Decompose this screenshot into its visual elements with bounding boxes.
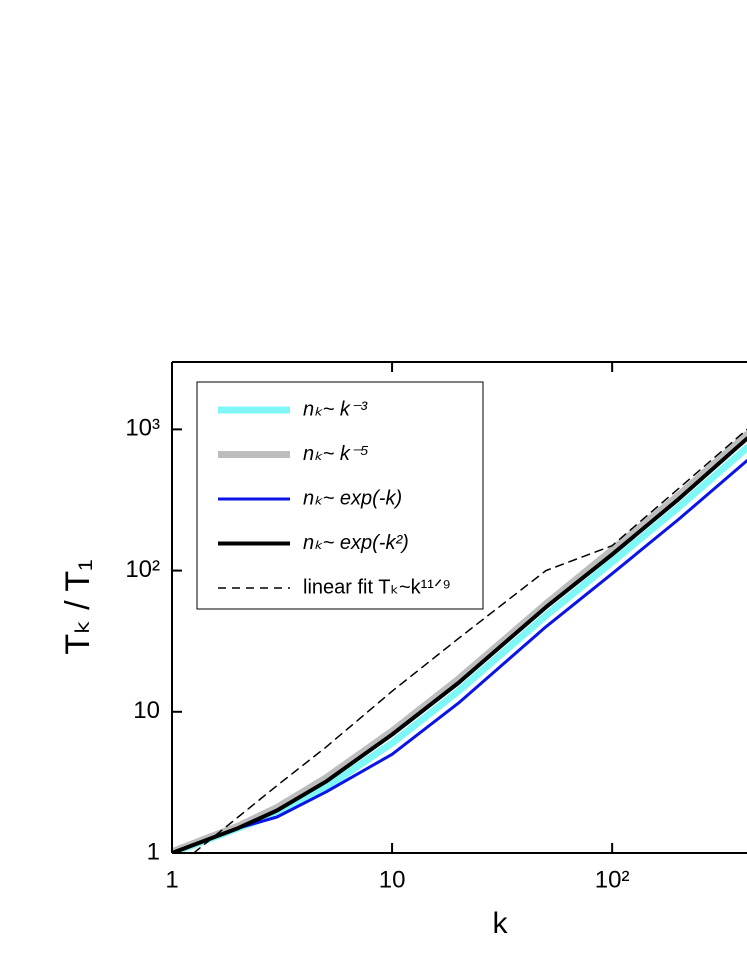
x-tick-label: 1 — [165, 866, 178, 893]
series-line — [172, 431, 747, 853]
plot-lines — [172, 428, 747, 853]
y-tick-label: 10 — [133, 697, 160, 724]
legend-label: nₖ~ k⁻³ — [303, 398, 368, 420]
y-tick-label: 1 — [147, 838, 160, 865]
x-tick-label: 10² — [595, 866, 630, 893]
legend-label: nₖ~ exp(-k²) — [303, 532, 409, 554]
x-tick-label: 10 — [379, 866, 406, 893]
series-line — [172, 436, 747, 853]
series-line — [192, 428, 747, 853]
y-tick-label: 10² — [125, 556, 160, 583]
series-line — [172, 459, 747, 853]
legend-label: nₖ~ exp(-k) — [303, 487, 402, 509]
y-axis-label: Tₖ / T₁ — [59, 559, 97, 654]
legend-box — [196, 381, 484, 610]
y-tick-label: 10³ — [125, 415, 160, 442]
x-axis-label: k — [493, 907, 509, 940]
legend-label: nₖ~ k⁻⁵ — [303, 443, 369, 465]
legend-label: linear fit Tₖ~k¹¹ᐟ⁹ — [303, 576, 451, 598]
